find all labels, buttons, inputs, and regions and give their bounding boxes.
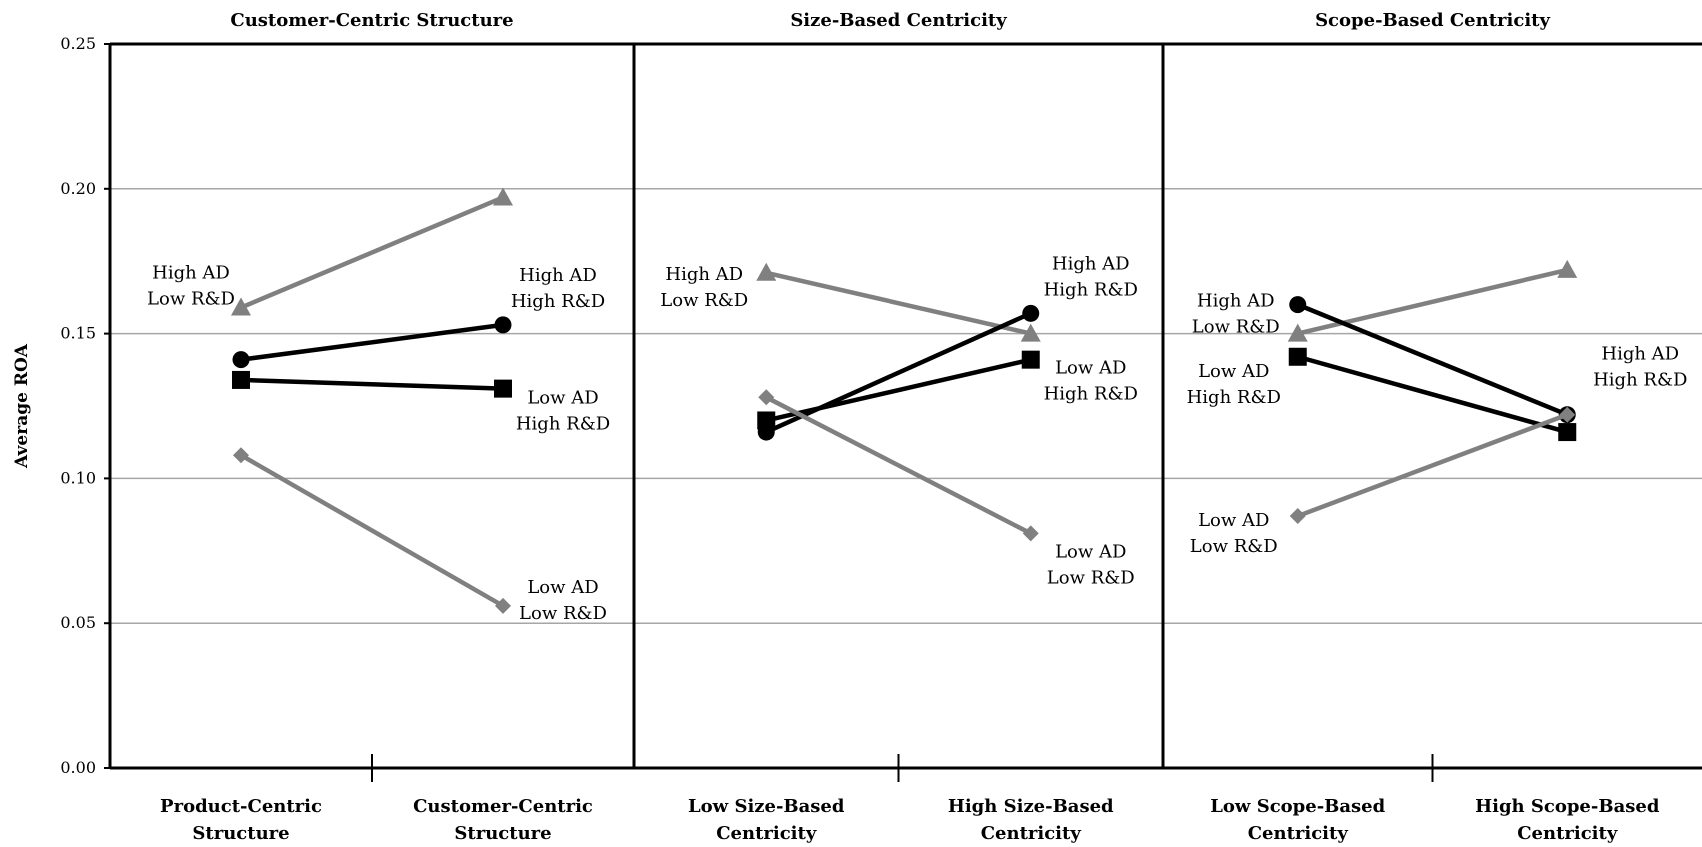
y-tick-label: 0.00 — [60, 758, 96, 777]
series-annotation: High R&D — [1044, 384, 1138, 405]
x-category-label: Centricity — [1248, 823, 1349, 844]
x-category-label: Product-Centric — [160, 796, 322, 817]
series-line-high_ad_low_rd — [765, 270, 1032, 336]
data-point-low_ad_low_rd — [1022, 525, 1039, 542]
x-category-label: Low Scope-Based — [1210, 796, 1385, 817]
x-category-label: Centricity — [716, 823, 817, 844]
data-point-high_ad_low_rd — [231, 297, 251, 316]
data-point-high_ad_low_rd — [1557, 259, 1578, 278]
series-annotation: High AD — [1052, 253, 1130, 274]
series-annotation: High AD — [665, 264, 743, 285]
y-tick-label: 0.20 — [60, 179, 96, 198]
data-point-low_ad_high_rd — [494, 379, 512, 398]
x-category-label: Customer-Centric — [413, 796, 593, 817]
data-point-low_ad_high_rd — [1558, 423, 1577, 442]
data-point-high_ad_high_rd — [494, 316, 512, 334]
series-line-low_ad_low_rd — [765, 395, 1032, 536]
x-category-label: High Scope-Based — [1475, 796, 1660, 817]
data-point-high_ad_low_rd — [756, 262, 777, 281]
data-point-low_ad_low_rd — [495, 597, 511, 614]
series-annotation: Low AD — [1198, 510, 1269, 531]
series-line-low_ad_high_rd — [240, 377, 504, 391]
series-annotation: Low R&D — [147, 289, 235, 310]
series-line-high_ad_high_rd — [240, 322, 504, 362]
series-annotation: High AD — [1197, 291, 1275, 312]
series-annotation: Low AD — [527, 388, 598, 409]
series-annotation: High R&D — [511, 291, 605, 312]
data-point-high_ad_high_rd — [232, 351, 250, 369]
data-point-high_ad_low_rd — [1020, 323, 1041, 342]
series-annotation: High R&D — [516, 414, 610, 435]
data-point-low_ad_high_rd — [1288, 347, 1307, 366]
series-annotation: Low R&D — [519, 603, 607, 624]
data-point-low_ad_low_rd — [233, 447, 249, 464]
panel-title: Customer-Centric Structure — [230, 10, 513, 31]
data-point-low_ad_high_rd — [1021, 350, 1040, 369]
x-category-label: Centricity — [981, 823, 1082, 844]
y-tick-label: 0.15 — [60, 324, 96, 343]
data-point-high_ad_low_rd — [1287, 323, 1308, 342]
series-line-low_ad_low_rd — [1296, 412, 1569, 519]
y-axis-label: Average ROA — [12, 343, 32, 469]
series-annotation: High R&D — [1593, 370, 1687, 391]
y-tick-label: 0.10 — [60, 468, 96, 487]
series-line-high_ad_high_rd — [765, 311, 1032, 435]
data-point-high_ad_low_rd — [493, 187, 513, 206]
data-point-high_ad_high_rd — [1022, 304, 1040, 322]
series-annotation: Low AD — [1198, 361, 1269, 382]
series-line-high_ad_low_rd — [1297, 267, 1568, 336]
x-category-label: Centricity — [1517, 823, 1618, 844]
series-annotation: High AD — [152, 263, 230, 284]
series-annotation: Low AD — [527, 577, 598, 598]
data-point-low_ad_high_rd — [757, 411, 776, 430]
series-line-low_ad_low_rd — [239, 453, 505, 608]
series-annotation: High R&D — [1044, 279, 1138, 300]
series-line-low_ad_high_rd — [1297, 354, 1568, 435]
series-annotation: Low R&D — [1190, 536, 1278, 557]
series-annotation: Low R&D — [1192, 317, 1280, 338]
series-annotation: High R&D — [1187, 387, 1281, 408]
x-category-label: High Size-Based — [948, 796, 1114, 817]
panel-title: Size-Based Centricity — [790, 10, 1007, 31]
series-line-high_ad_low_rd — [240, 195, 504, 310]
series-line-low_ad_high_rd — [765, 357, 1032, 423]
y-tick-label: 0.25 — [60, 34, 96, 53]
x-category-label: Low Size-Based — [688, 796, 845, 817]
data-point-high_ad_high_rd — [1289, 296, 1307, 314]
series-annotation: Low AD — [1055, 358, 1126, 379]
y-tick-label: 0.05 — [60, 613, 96, 632]
series-annotation: High AD — [1601, 344, 1679, 365]
data-point-low_ad_low_rd — [758, 389, 775, 406]
series-line-high_ad_high_rd — [1296, 302, 1569, 417]
x-category-label: Structure — [192, 823, 289, 844]
data-point-low_ad_high_rd — [232, 370, 250, 389]
series-annotation: Low R&D — [1047, 567, 1135, 588]
data-point-low_ad_low_rd — [1289, 508, 1306, 525]
series-annotation: High AD — [519, 265, 597, 286]
data-point-low_ad_low_rd — [1559, 406, 1576, 423]
series-annotation: Low AD — [1055, 541, 1126, 562]
panel-title: Scope-Based Centricity — [1315, 10, 1550, 31]
x-category-label: Structure — [454, 823, 551, 844]
series-annotation: Low R&D — [660, 290, 748, 311]
